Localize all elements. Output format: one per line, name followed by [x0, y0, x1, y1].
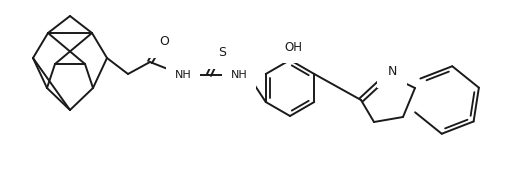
Text: O: O [159, 35, 169, 47]
Text: NH: NH [231, 70, 247, 80]
Text: S: S [218, 45, 226, 59]
Text: NH: NH [174, 70, 191, 80]
Text: OH: OH [284, 40, 302, 54]
Text: N: N [387, 64, 397, 78]
